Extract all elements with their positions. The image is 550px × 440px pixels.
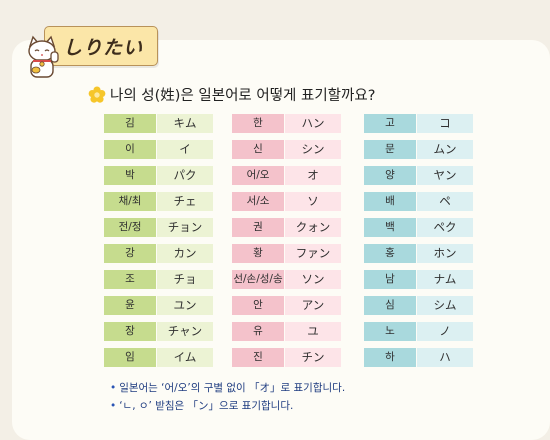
- korean-surname-cell: 황: [232, 244, 284, 263]
- title-tag-label: しりたい: [63, 37, 144, 59]
- note-item: • ‘ㄴ, ㅇ’ 받침은 「ン」으로 표기합니다.: [110, 398, 293, 413]
- japanese-reading-cell: チン: [285, 348, 341, 367]
- japanese-reading-cell: ペ: [417, 192, 473, 211]
- japanese-reading-cell: ホン: [417, 244, 473, 263]
- japanese-reading-cell: オ: [285, 166, 341, 185]
- japanese-reading-cell: チョン: [157, 218, 213, 237]
- japanese-reading-cell: ナム: [417, 270, 473, 289]
- japanese-reading-cell: ソ: [285, 192, 341, 211]
- japanese-reading-cell: ユン: [157, 296, 213, 315]
- korean-surname-cell: 채/최: [104, 192, 156, 211]
- bullet-dot: •: [110, 382, 117, 394]
- korean-surname-cell: 고: [364, 114, 416, 133]
- bullet-dot: •: [110, 400, 117, 412]
- japanese-reading-cell: ハン: [285, 114, 341, 133]
- japanese-reading-cell: コ: [417, 114, 473, 133]
- korean-surname-cell: 서/소: [232, 192, 284, 211]
- question-text: 나의 성(姓)은 일본어로 어떻게 표기할까요?: [110, 88, 376, 104]
- japanese-reading-cell: アン: [285, 296, 341, 315]
- japanese-reading-cell: チョ: [157, 270, 213, 289]
- japanese-reading-cell: ファン: [285, 244, 341, 263]
- korean-surname-cell: 장: [104, 322, 156, 341]
- japanese-reading-cell: ノ: [417, 322, 473, 341]
- note-item: • 일본어는 ‘어/오’의 구별 없이 「オ」로 표기합니다.: [110, 380, 345, 395]
- korean-surname-cell: 한: [232, 114, 284, 133]
- korean-surname-cell: 진: [232, 348, 284, 367]
- korean-surname-cell: 심: [364, 296, 416, 315]
- japanese-reading-cell: クォン: [285, 218, 341, 237]
- korean-surname-cell: 조: [104, 270, 156, 289]
- korean-surname-cell: 전/정: [104, 218, 156, 237]
- korean-surname-cell: 백: [364, 218, 416, 237]
- japanese-reading-cell: パク: [157, 166, 213, 185]
- korean-surname-cell: 문: [364, 140, 416, 159]
- note-text: 일본어는 ‘어/오’의 구별 없이 「オ」로 표기합니다.: [119, 382, 346, 394]
- japanese-reading-cell: ムン: [417, 140, 473, 159]
- japanese-reading-cell: シン: [285, 140, 341, 159]
- japanese-reading-cell: カン: [157, 244, 213, 263]
- content-card: [12, 40, 550, 440]
- japanese-reading-cell: イム: [157, 348, 213, 367]
- japanese-reading-cell: ハ: [417, 348, 473, 367]
- korean-surname-cell: 유: [232, 322, 284, 341]
- korean-surname-cell: 윤: [104, 296, 156, 315]
- korean-surname-cell: 노: [364, 322, 416, 341]
- korean-surname-cell: 신: [232, 140, 284, 159]
- korean-surname-cell: 선/손/성/송: [232, 270, 284, 289]
- korean-surname-cell: 김: [104, 114, 156, 133]
- korean-surname-cell: 안: [232, 296, 284, 315]
- japanese-reading-cell: ユ: [285, 322, 341, 341]
- japanese-reading-cell: ソン: [285, 270, 341, 289]
- title-tag: しりたい: [44, 26, 158, 66]
- japanese-reading-cell: ヤン: [417, 166, 473, 185]
- korean-surname-cell: 남: [364, 270, 416, 289]
- korean-surname-cell: 이: [104, 140, 156, 159]
- korean-surname-cell: 임: [104, 348, 156, 367]
- korean-surname-cell: 강: [104, 244, 156, 263]
- korean-surname-cell: 배: [364, 192, 416, 211]
- korean-surname-cell: 홍: [364, 244, 416, 263]
- japanese-reading-cell: ペク: [417, 218, 473, 237]
- korean-surname-cell: 어/오: [232, 166, 284, 185]
- japanese-reading-cell: イ: [157, 140, 213, 159]
- korean-surname-cell: 양: [364, 166, 416, 185]
- japanese-reading-cell: チャン: [157, 322, 213, 341]
- korean-surname-cell: 하: [364, 348, 416, 367]
- japanese-reading-cell: シム: [417, 296, 473, 315]
- japanese-reading-cell: キム: [157, 114, 213, 133]
- korean-surname-cell: 박: [104, 166, 156, 185]
- flower-icon: [88, 86, 106, 103]
- japanese-reading-cell: チェ: [157, 192, 213, 211]
- korean-surname-cell: 권: [232, 218, 284, 237]
- lucky-cat-icon: [28, 35, 59, 78]
- note-text: ‘ㄴ, ㅇ’ 받침은 「ン」으로 표기합니다.: [119, 400, 294, 412]
